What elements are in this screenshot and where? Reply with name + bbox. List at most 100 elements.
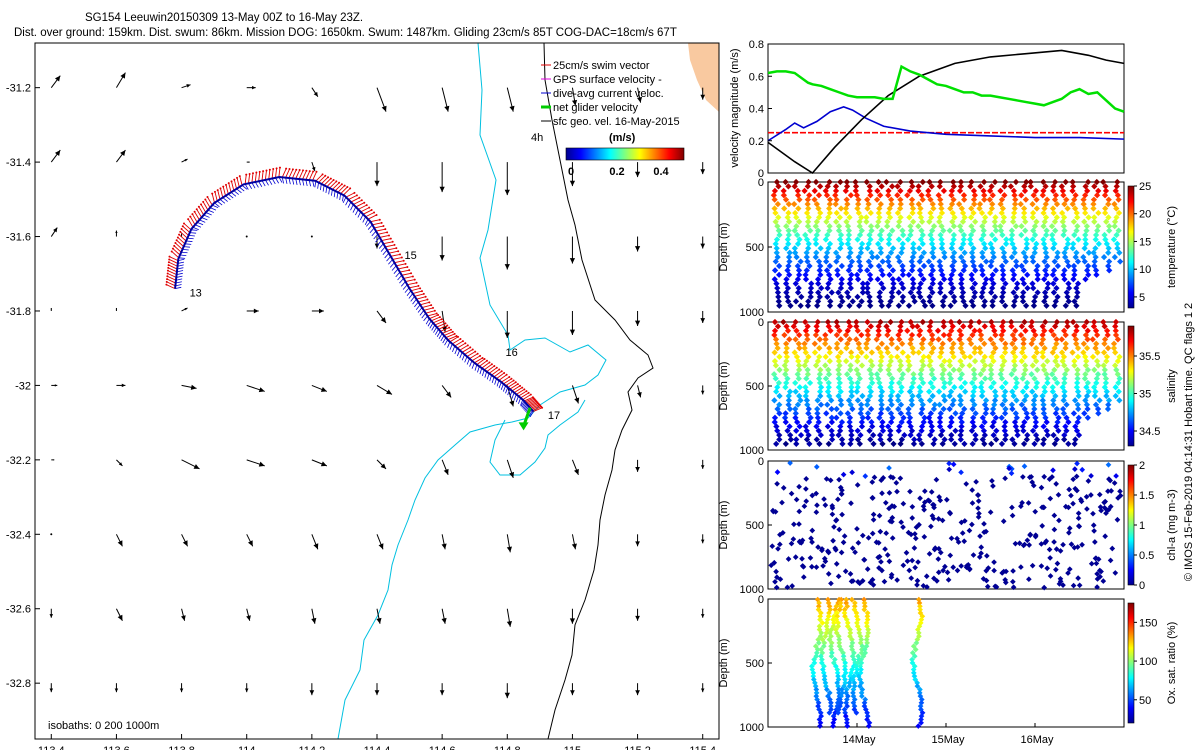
temperature-sample <box>1040 236 1047 243</box>
swim-vector-tip <box>386 231 389 234</box>
salinity-sample <box>846 336 853 343</box>
map-xtick-label: 114.8 <box>494 745 521 750</box>
geo-velocity-head <box>380 463 386 469</box>
current-vector <box>194 224 202 228</box>
swim-vector-tip <box>483 358 486 361</box>
swim-vector-tip <box>181 225 184 228</box>
salinity-sample <box>772 375 779 382</box>
temperature-sample <box>1059 209 1066 217</box>
temperature-sample <box>1030 209 1037 217</box>
salinity-sample <box>784 375 791 382</box>
map-xtick-label: 115.2 <box>624 745 651 750</box>
geo-velocity-head <box>182 540 188 547</box>
chlorophyll-colorbar-tick-label: 0 <box>1139 580 1145 592</box>
geo-velocity-head <box>247 540 253 547</box>
salinity-sample <box>835 375 842 382</box>
temperature-sample <box>864 284 871 292</box>
temperature-sample <box>1030 258 1037 265</box>
swim-vector-tip <box>387 234 390 237</box>
geo-velocity-arrow <box>310 235 313 238</box>
swim-vector-tip <box>211 192 214 195</box>
geo-velocity-arrow <box>504 236 510 270</box>
swim-vector <box>392 257 402 260</box>
swim-vector <box>385 244 395 248</box>
geo-velocity-head <box>444 105 450 112</box>
geo-velocity-arrow <box>635 608 640 621</box>
velocity-ytick-label: 0.8 <box>749 39 764 51</box>
geo-velocity-head <box>313 543 319 550</box>
swim-vector <box>295 169 301 179</box>
swim-vector-tip <box>315 170 318 173</box>
geo-velocity-arrow <box>181 384 197 390</box>
swim-vector <box>204 199 211 208</box>
temperature-sample <box>1064 240 1072 247</box>
temperature-sample <box>958 276 965 283</box>
swim-vector-tip <box>206 196 209 199</box>
map-ytick-label: -32.4 <box>6 529 31 541</box>
current-vector <box>176 272 183 276</box>
geo-velocity-head <box>504 264 510 270</box>
temperature-sample <box>1070 183 1077 190</box>
swim-vector-tip <box>346 186 349 189</box>
temperature-sample <box>1040 178 1047 186</box>
geo-velocity-head <box>258 461 265 467</box>
temperature-sample <box>1011 298 1018 305</box>
geo-velocity-head <box>121 383 126 388</box>
temperature-sample <box>1059 218 1066 225</box>
geo-velocity-head <box>569 329 576 335</box>
swim-vector <box>526 400 536 405</box>
temperature-sample <box>1084 187 1091 194</box>
temperature-sample <box>908 267 916 274</box>
chlorophyll-colorbar-tick-label: 0.5 <box>1139 550 1154 562</box>
temperature-sample <box>1111 200 1118 208</box>
geo-velocity-head <box>445 391 452 398</box>
swim-vector <box>491 369 500 376</box>
geo-velocity-arrow <box>50 149 61 163</box>
geo-velocity-arrow <box>115 608 123 621</box>
current-vector <box>471 362 475 369</box>
swim-vector <box>454 340 464 347</box>
temperature-sample <box>1064 258 1071 265</box>
temperature-sample <box>1042 245 1049 252</box>
current-vector <box>395 271 401 278</box>
swim-vector <box>416 296 426 300</box>
temperature-sample <box>999 298 1006 305</box>
geo-velocity-head <box>184 307 188 311</box>
chlorophyll-colorbar-tick-label: 1 <box>1139 520 1145 532</box>
swim-vector-tip <box>327 176 330 179</box>
swim-vector <box>181 228 189 236</box>
geo-velocity-head <box>636 96 643 103</box>
salinity-sample <box>781 414 789 421</box>
temperature-sample <box>889 276 897 283</box>
swim-vector-tip <box>329 177 332 180</box>
swim-vector-tip <box>431 306 434 309</box>
swim-vector <box>474 357 483 364</box>
temperature-sample <box>1081 218 1088 225</box>
geo-velocity-arrow <box>439 162 445 193</box>
geo-velocity-arrow <box>115 72 126 88</box>
temperature-ylabel: Depth (m) <box>718 223 730 272</box>
temperature-sample <box>1042 249 1050 256</box>
isobath-0m-coastline <box>543 43 654 739</box>
temperature-sample <box>929 267 936 274</box>
swim-vector-tip <box>245 173 248 176</box>
geo-velocity-head <box>439 255 445 261</box>
swim-vector <box>503 378 512 385</box>
temperature-sample <box>1029 200 1036 208</box>
temperature-sample <box>988 276 995 283</box>
temperature-sample <box>1117 258 1124 265</box>
salinity-sample <box>803 427 810 434</box>
swim-vector-tip <box>338 181 341 184</box>
swim-vector-tip <box>521 386 524 389</box>
swim-vector <box>167 270 177 276</box>
temperature-sample <box>1050 245 1057 252</box>
temperature-sample <box>1034 289 1041 296</box>
temperature-colorbar-tick-label: 15 <box>1139 236 1151 248</box>
temperature-sample <box>1032 293 1039 301</box>
legend-item-gps-velocity: GPS surface velocity - <box>541 74 662 86</box>
temperature-sample <box>1095 187 1102 194</box>
temperature-sample <box>1071 298 1078 305</box>
geo-velocity-head <box>311 617 317 624</box>
oxygen-colorbar-label: Ox. sat. ratio (%) <box>1166 622 1178 705</box>
swim-vector-tip <box>490 363 493 366</box>
